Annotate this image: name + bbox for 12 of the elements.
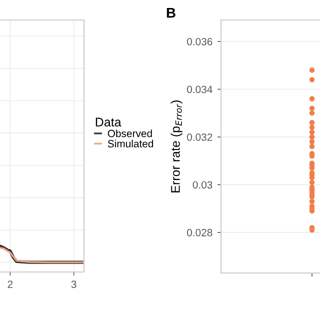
y-tick-label: 0.028 — [187, 228, 212, 236]
chart-title: B — [166, 8, 176, 18]
y-tick-label: 0.03 — [192, 181, 212, 189]
y-tick-label: 0.034 — [187, 86, 212, 94]
x-tick-label: 3 — [71, 280, 76, 288]
legend-title: Data — [96, 118, 122, 127]
y-tick-label: 0.036 — [187, 38, 212, 46]
y-axis-title: Error rate (p$_{Error}$) — [170, 100, 182, 192]
legend-label: Observed — [108, 130, 152, 138]
x-tick-label: 2 — [8, 280, 13, 288]
y-tick-label: 0.032 — [187, 133, 212, 141]
legend-label: Simulated — [108, 140, 154, 148]
